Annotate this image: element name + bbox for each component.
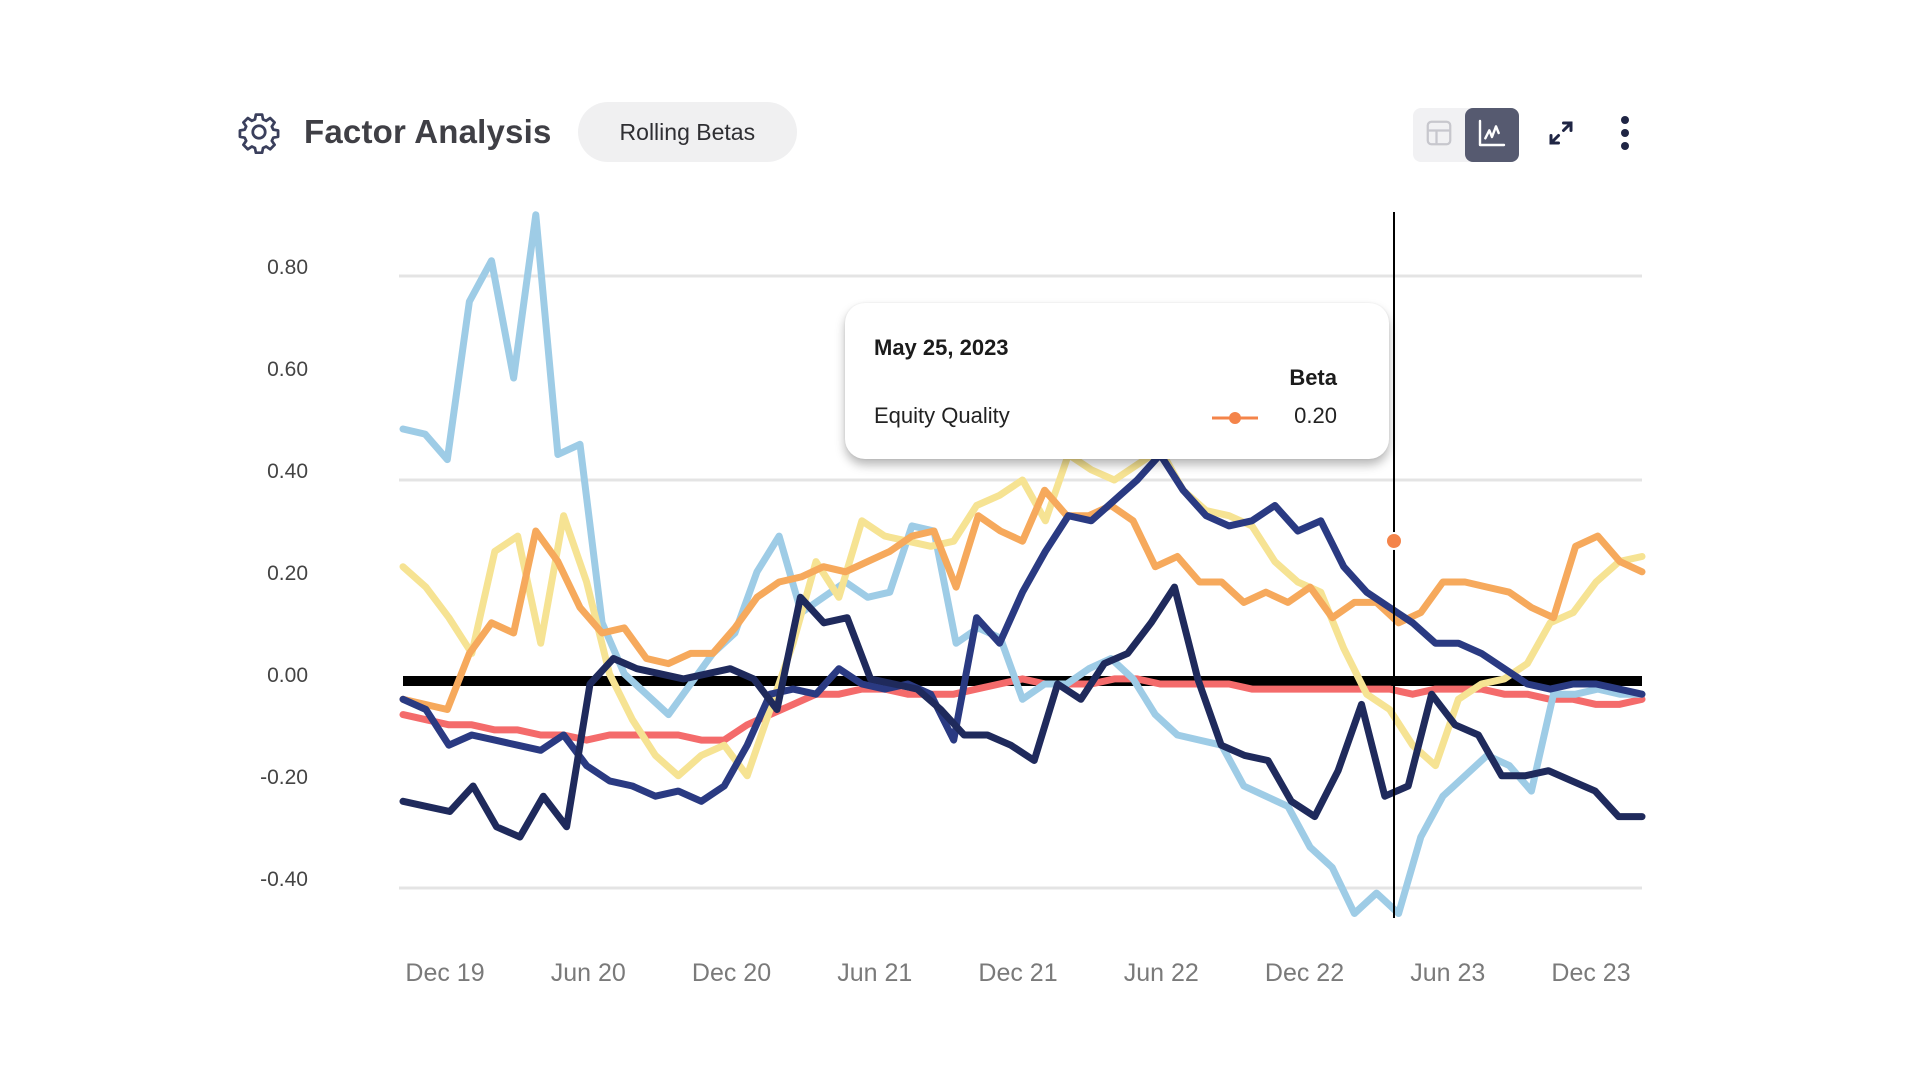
tooltip-value: 0.20 bbox=[1294, 403, 1337, 428]
y-tick-label: 0.40 bbox=[267, 460, 308, 483]
y-tick-label: 0.80 bbox=[267, 256, 308, 279]
x-tick-label: Dec 21 bbox=[978, 959, 1057, 987]
series-lines bbox=[399, 211, 1646, 917]
y-tick-label: 0.60 bbox=[267, 358, 308, 381]
table-icon bbox=[1424, 118, 1454, 153]
expand-button[interactable] bbox=[1537, 108, 1585, 162]
table-view-button[interactable] bbox=[1413, 108, 1465, 162]
x-tick-label: Dec 23 bbox=[1551, 959, 1630, 987]
kebab-menu-icon bbox=[1619, 113, 1631, 158]
tooltip-series-marker bbox=[1212, 411, 1258, 425]
x-tick-label: Jun 21 bbox=[837, 959, 912, 987]
x-tick-label: Jun 22 bbox=[1124, 959, 1199, 987]
series-line-navy-factor bbox=[399, 451, 1646, 805]
series-line-yellow-factor bbox=[399, 445, 1646, 780]
view-toolbar bbox=[1413, 108, 1649, 162]
view-toggle bbox=[1413, 108, 1519, 162]
series-line-light-blue-factor bbox=[399, 211, 1646, 917]
x-axis: Dec 19 Jun 20 Dec 20 Jun 21 Dec 21 Jun 22 Dec … bbox=[405, 959, 1630, 987]
series-line-dark-navy-factor bbox=[399, 583, 1646, 841]
tooltip-series-name: Equity Quality bbox=[874, 403, 1010, 428]
x-tick-label: Dec 22 bbox=[1265, 959, 1344, 987]
y-tick-label: 0.00 bbox=[267, 664, 308, 687]
y-tick-label: -0.20 bbox=[260, 766, 308, 789]
x-tick-label: Jun 20 bbox=[551, 959, 626, 987]
panel-header: Factor Analysis Rolling Betas bbox=[236, 100, 798, 164]
series-line-red-factor bbox=[399, 675, 1646, 744]
x-tick-label: Dec 19 bbox=[405, 959, 484, 987]
y-tick-label: -0.40 bbox=[260, 868, 308, 891]
tooltip: May 25, 2023 Beta Equity Quality 0.20 bbox=[845, 303, 1389, 459]
series-line-equity-quality bbox=[399, 486, 1646, 713]
expand-icon bbox=[1546, 118, 1576, 153]
line-chart-icon bbox=[1476, 117, 1508, 154]
y-axis: 0.80 0.60 0.40 0.20 0.00 -0.20 -0.40 bbox=[260, 256, 308, 891]
y-tick-label: 0.20 bbox=[267, 562, 308, 585]
x-tick-label: Jun 23 bbox=[1410, 959, 1485, 987]
tooltip-date: May 25, 2023 bbox=[874, 335, 1009, 360]
chart-view-button[interactable] bbox=[1465, 108, 1519, 162]
gear-icon[interactable] bbox=[236, 109, 282, 155]
x-tick-label: Dec 20 bbox=[692, 959, 771, 987]
cursor-dot bbox=[1387, 534, 1401, 548]
panel-title: Factor Analysis bbox=[304, 113, 552, 150]
hover-cursor bbox=[1385, 212, 1403, 918]
more-menu-button[interactable] bbox=[1601, 108, 1649, 162]
rolling-betas-pill[interactable]: Rolling Betas bbox=[577, 102, 798, 162]
tooltip-column-header: Beta bbox=[1289, 365, 1337, 390]
